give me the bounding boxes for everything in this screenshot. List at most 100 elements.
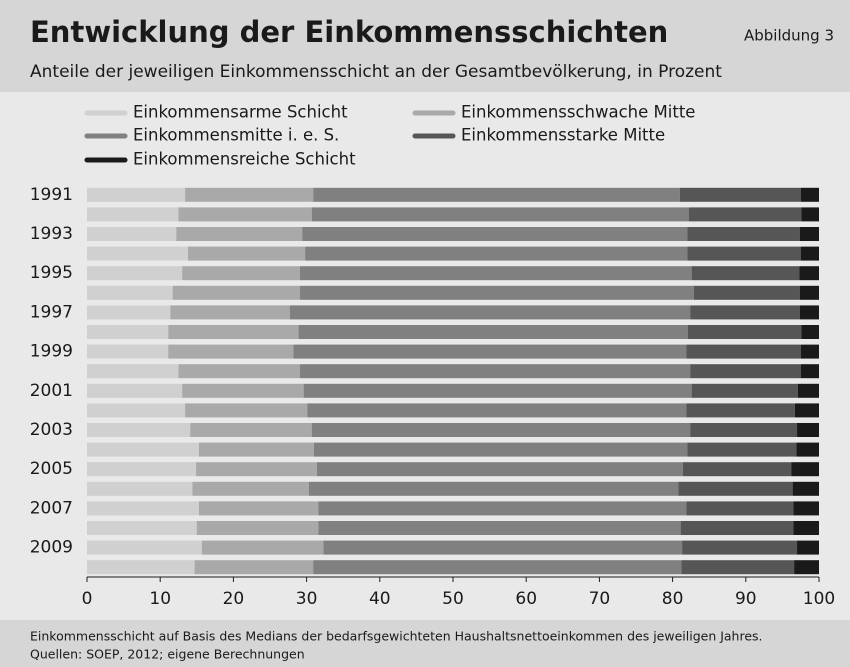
bar-segment [799, 266, 819, 281]
bar-segment [800, 246, 819, 261]
header-band [0, 0, 850, 92]
bar-segment [87, 187, 186, 202]
y-tick-label: 1999 [30, 342, 73, 362]
figure-label: Abbildung 3 [744, 27, 834, 45]
bar-segment [87, 266, 183, 281]
y-tick-label: 2005 [30, 459, 73, 479]
bar-segment [198, 442, 314, 457]
bar-segment [185, 403, 308, 418]
bar-segment [316, 462, 683, 477]
legend-label: Einkommensstarke Mitte [461, 126, 665, 145]
y-tick-label: 2007 [30, 498, 73, 518]
bar-segment [691, 266, 800, 281]
bar-segment [87, 207, 179, 222]
bar-segment [87, 285, 173, 300]
legend-label: Einkommensarme Schicht [133, 103, 348, 122]
bar-segment [305, 246, 688, 261]
bar-segment [797, 540, 819, 555]
bar-segment [686, 403, 795, 418]
bar-segment [192, 481, 309, 496]
footer-band [0, 620, 850, 667]
bar-segment [797, 383, 819, 398]
x-tick-label: 50 [442, 589, 464, 609]
note: Einkommensschicht auf Basis des Medians … [30, 629, 763, 644]
bar-segment [87, 442, 199, 457]
bar-segment [801, 207, 819, 222]
bar-segment [190, 423, 312, 437]
y-tick-label: 2009 [30, 538, 73, 558]
legend-label: Einkommensschwache Mitte [461, 103, 695, 122]
bar-segment [87, 560, 195, 575]
bar-segment [313, 442, 688, 457]
bar-segment [687, 442, 797, 457]
bar-segment [198, 501, 319, 516]
bar-segment [801, 325, 819, 339]
bar-segment [791, 462, 819, 477]
bar-segment [87, 344, 169, 359]
bar-segment [87, 501, 199, 516]
bar-segment [300, 285, 694, 300]
bar-segment [201, 540, 324, 555]
bar-segment [311, 207, 689, 222]
bar-segment [308, 481, 679, 496]
x-tick-label: 90 [735, 589, 757, 609]
bar-segment [687, 246, 801, 261]
y-tick-label: 1991 [30, 185, 73, 205]
bar-segment [799, 305, 819, 320]
bar-segment [793, 501, 819, 516]
bar-segment [793, 521, 819, 535]
bar-segment [682, 540, 798, 555]
bar-segment [687, 325, 802, 339]
x-tick-label: 0 [82, 589, 93, 609]
bar-segment [302, 227, 688, 241]
bar-segment [794, 403, 819, 418]
bar-segment [323, 540, 683, 555]
bar-segment [176, 227, 303, 241]
bar-segment [307, 403, 687, 418]
bar-segment [313, 187, 680, 202]
bar-segment [693, 285, 800, 300]
bar-segment [188, 246, 306, 261]
bar-segment [800, 364, 819, 379]
bar-segment [311, 423, 691, 437]
bar-segment [87, 403, 186, 418]
bar-segment [298, 325, 688, 339]
bar-segment [178, 207, 312, 222]
bar-segment [87, 227, 177, 241]
bar-segment [168, 325, 299, 339]
bar-segment [196, 462, 317, 477]
bar-segment [303, 383, 692, 398]
bar-segment [686, 501, 794, 516]
note: Quellen: SOEP, 2012; eigene Berechnungen [30, 647, 305, 662]
bar-segment [178, 364, 301, 379]
bar-segment [800, 344, 819, 359]
subtitle: Anteile der jeweiligen Einkommensschicht… [30, 62, 722, 82]
bar-segment [678, 481, 793, 496]
bar-segment [682, 462, 792, 477]
bar-segment [799, 285, 819, 300]
x-tick-label: 40 [369, 589, 391, 609]
bar-segment [679, 187, 801, 202]
bar-segment [87, 325, 169, 339]
x-tick-label: 100 [803, 589, 835, 609]
bar-segment [688, 207, 802, 222]
bar-segment [313, 560, 682, 575]
bar-segment [172, 285, 301, 300]
bar-segment [792, 481, 819, 496]
bar-segment [800, 187, 819, 202]
bar-segment [797, 423, 819, 437]
x-tick-label: 80 [662, 589, 684, 609]
bar-segment [690, 305, 800, 320]
bar-segment [289, 305, 691, 320]
bar-segment [318, 501, 687, 516]
bar-segment [185, 187, 314, 202]
bar-segment [690, 423, 798, 437]
x-tick-label: 60 [515, 589, 537, 609]
bar-segment [794, 560, 819, 575]
bar-segment [196, 521, 319, 535]
bar-segment [687, 227, 800, 241]
y-tick-label: 1997 [30, 302, 73, 322]
bar-segment [799, 227, 819, 241]
legend-label: Einkommensmitte i. e. S. [133, 126, 339, 145]
x-tick-label: 20 [223, 589, 245, 609]
